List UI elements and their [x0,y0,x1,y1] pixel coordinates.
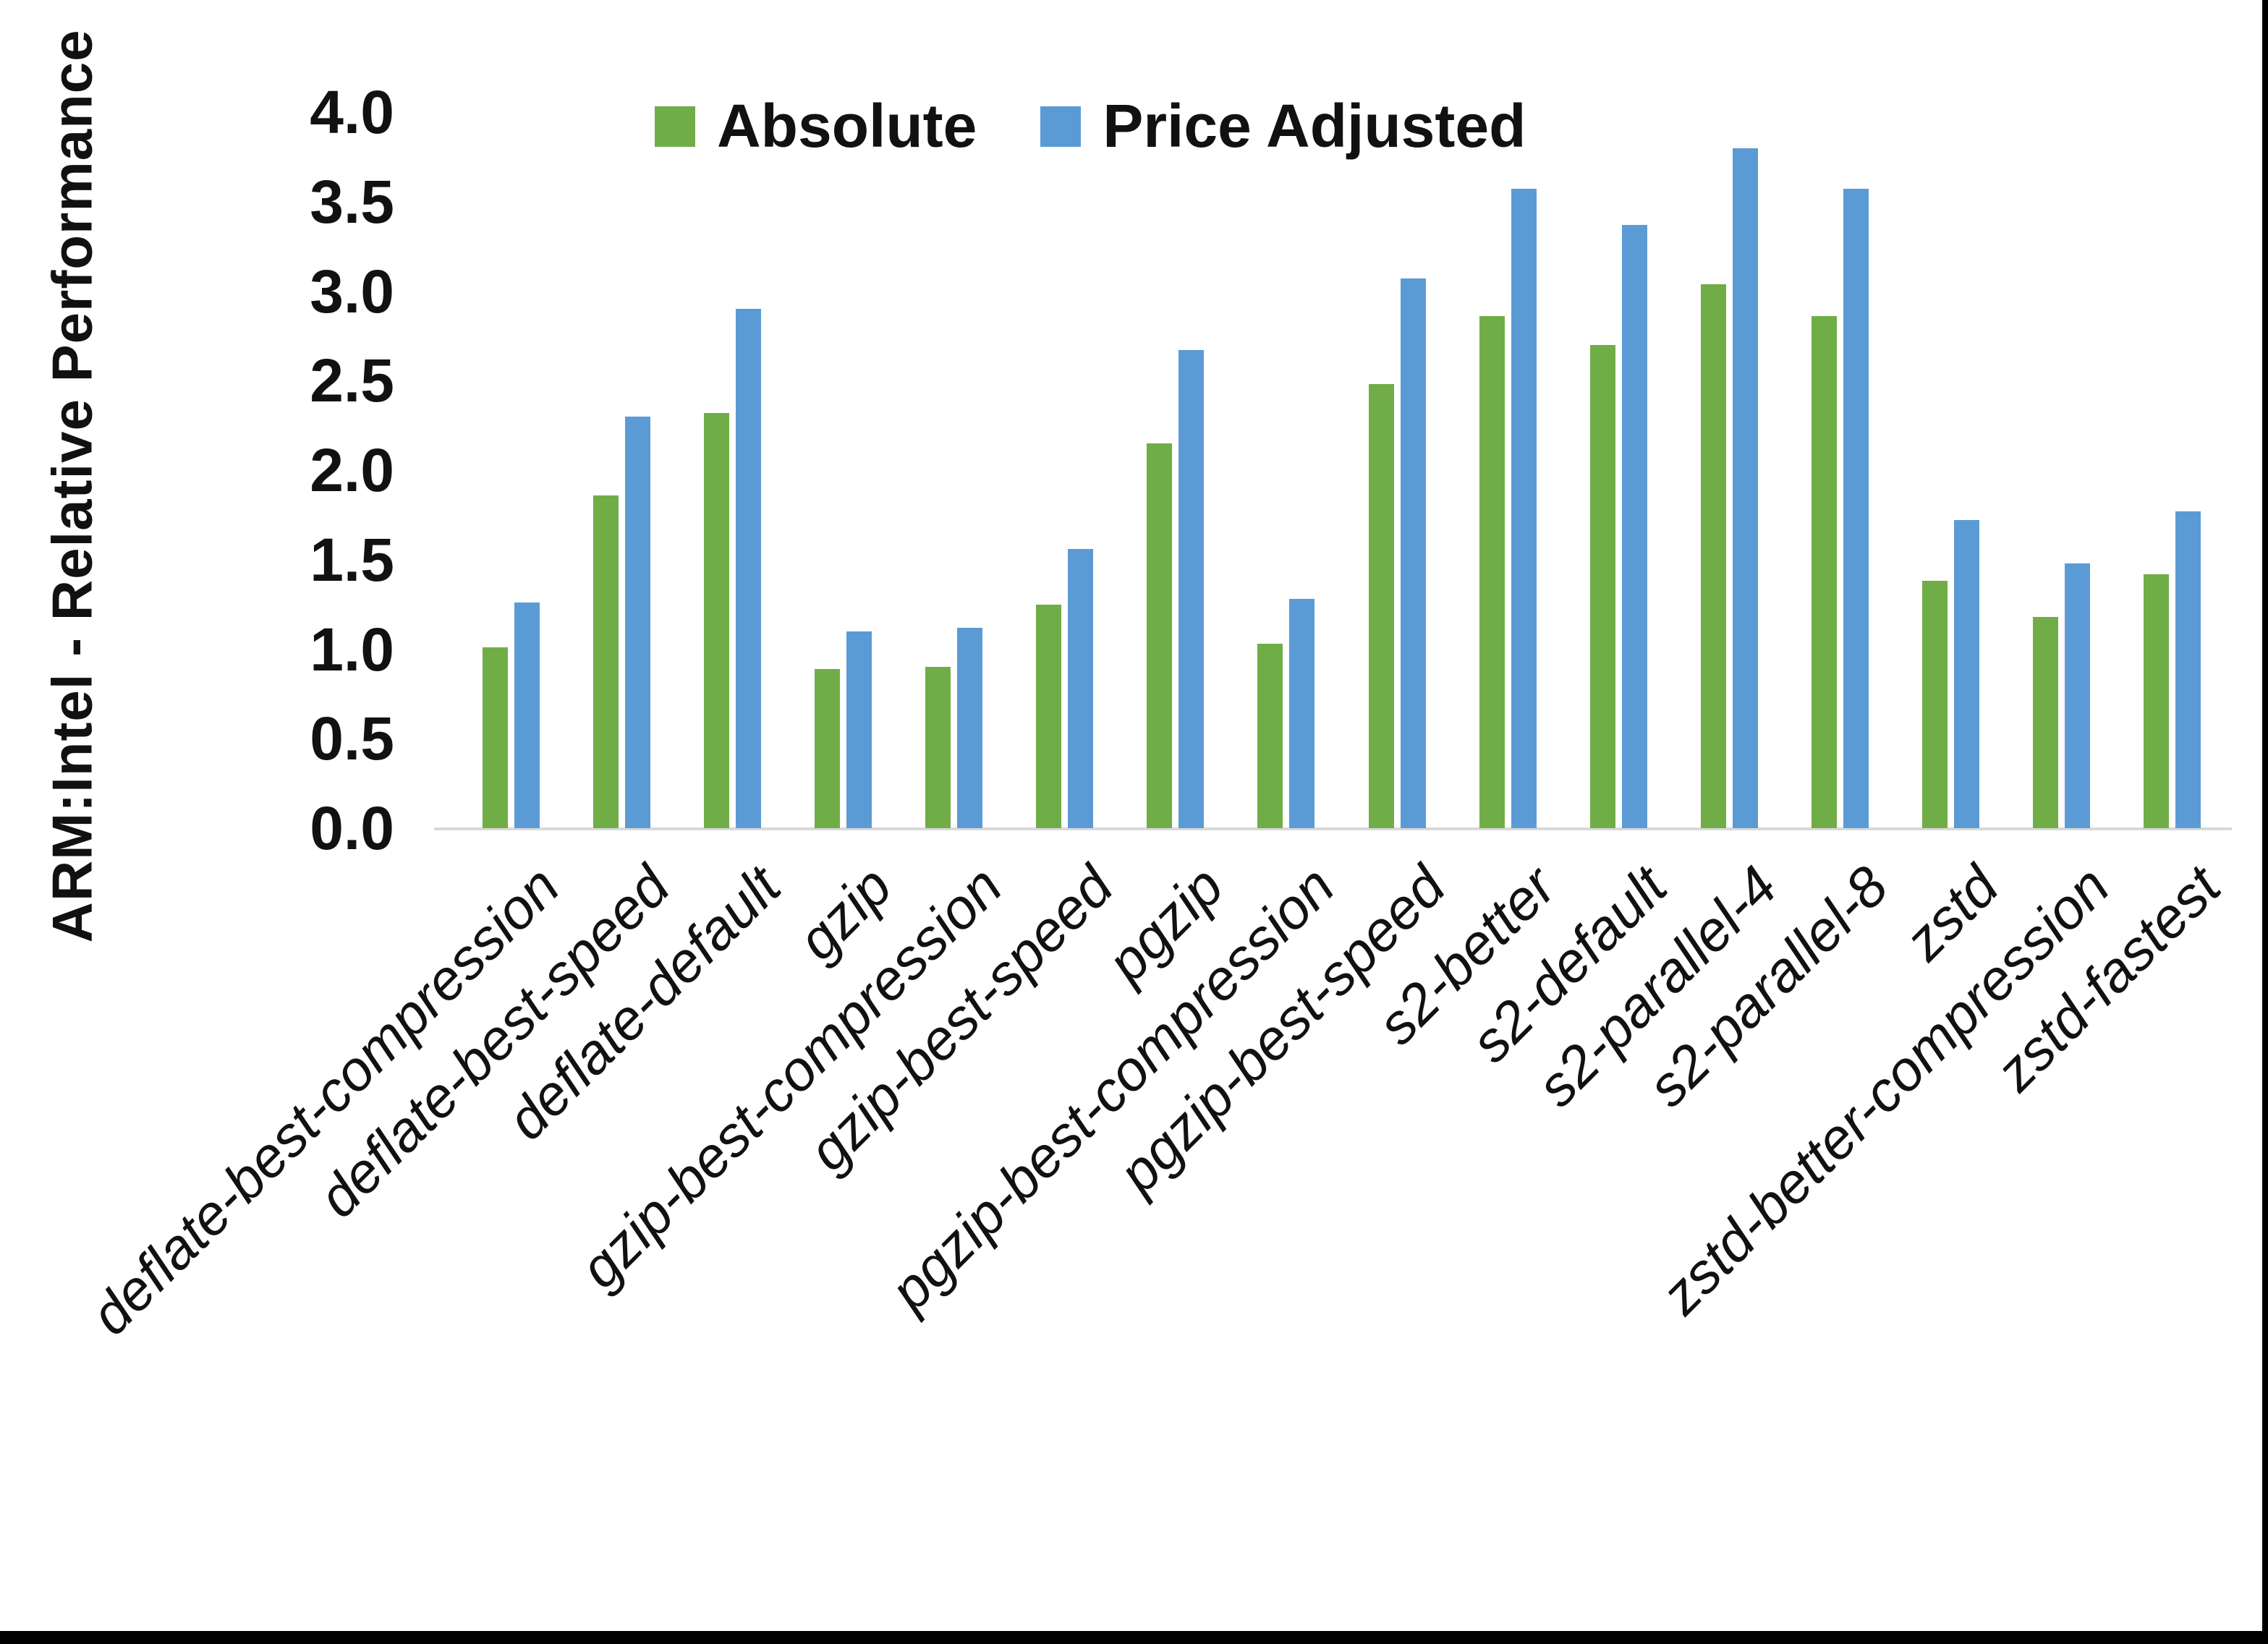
bar-absolute-pgzip-best-compression [1257,644,1283,828]
x-axis-line [434,827,2232,830]
bottom-border [0,1631,2268,1644]
bar-absolute-zstd-better-compression [2032,616,2058,828]
bar-absolute-deflate-default [704,412,730,828]
bar-price-adjusted-zstd-better-compression [2064,563,2090,828]
bar-absolute-deflate-best-compression [483,647,508,828]
legend-item-price-adjusted: Price Adjusted [1040,91,1526,161]
y-tick-label: 2.5 [310,346,394,415]
legend: Absolute Price Adjusted [655,91,1526,161]
bar-price-adjusted-pgzip-best-compression [1289,599,1315,828]
bar-price-adjusted-zstd-fastest [2175,511,2201,828]
legend-label-absolute: Absolute [717,92,977,160]
y-axis-title: ARM:Intel - Relative Performance [40,29,104,943]
bar-price-adjusted-s2-better [1511,189,1537,828]
y-tick-label: 1.0 [310,615,394,683]
bar-price-adjusted-gzip [846,631,872,828]
bar-price-adjusted-pgzip-best-speed [1400,278,1426,828]
bar-price-adjusted-deflate-best-compression [514,602,540,828]
bar-absolute-zstd-fastest [2144,574,2170,828]
bar-price-adjusted-s2-parallel-4 [1732,148,1758,828]
bar-absolute-gzip-best-compression [925,667,951,828]
bar-absolute-pgzip [1147,443,1173,828]
bar-absolute-s2-better [1479,316,1505,828]
bar-price-adjusted-deflate-best-speed [625,416,651,828]
bar-absolute-s2-parallel-8 [1811,316,1837,828]
y-tick-label: 3.5 [310,167,394,236]
bar-absolute-deflate-best-speed [593,495,619,828]
bar-price-adjusted-deflate-default [736,309,762,828]
legend-label-price-adjusted: Price Adjusted [1103,92,1526,160]
y-tick-label: 0.5 [310,704,394,773]
legend-swatch-absolute [655,106,695,147]
bar-price-adjusted-gzip-best-speed [1068,548,1094,828]
bar-price-adjusted-gzip-best-compression [957,627,983,828]
x-axis-label-deflate-best-compression: deflate-best-compression [77,853,572,1347]
y-tick-label: 3.0 [310,257,394,325]
bar-absolute-pgzip-best-speed [1368,384,1394,828]
bar-absolute-gzip-best-speed [1036,604,1062,828]
y-tick-label: 2.0 [310,436,394,504]
right-border [2262,0,2268,1644]
y-tick-label: 1.5 [310,525,394,594]
legend-item-absolute: Absolute [655,91,977,161]
bar-absolute-s2-parallel-4 [1700,284,1726,828]
bar-absolute-gzip [815,668,841,828]
bar-price-adjusted-s2-default [1621,224,1647,828]
bar-absolute-s2-default [1589,344,1615,828]
legend-swatch-price-adjusted [1040,106,1082,147]
bar-absolute-zstd [1921,581,1948,828]
y-tick-label: 4.0 [310,78,394,146]
bar-price-adjusted-s2-parallel-8 [1843,189,1869,828]
y-tick-label: 0.0 [310,794,394,862]
bar-price-adjusted-zstd [1953,520,1979,828]
bar-price-adjusted-pgzip [1178,350,1205,828]
